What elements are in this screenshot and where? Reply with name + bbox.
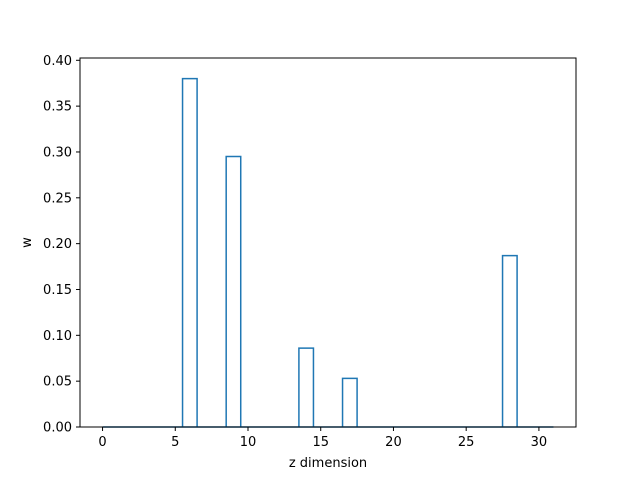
y-tick-label: 0.15 [43,283,72,298]
y-tick-label: 0.35 [43,100,72,115]
x-tick-label: 15 [312,435,329,450]
bar-14 [298,347,315,427]
y-tick-label: 0.40 [43,54,72,69]
x-tick-label: 0 [98,435,106,450]
y-tick-label: 0.05 [43,375,72,390]
y-tick-label: 0.00 [43,421,72,436]
x-tick-label: 5 [171,435,179,450]
x-axis-label: z dimension [289,456,367,471]
axes-frame [79,57,577,428]
y-tick-label: 0.30 [43,145,72,160]
axes: 0 5 10 15 20 25 30 0.00 0.05 0.10 0.15 0.20 0.25 0.30… [43,54,577,450]
bar-17 [341,377,358,427]
x-tick-label: 20 [385,435,402,450]
x-tick-label: 25 [458,435,475,450]
y-tick-label: 0.20 [43,237,72,252]
y-tick-label: 0.10 [43,329,72,344]
x-tick-label: 10 [240,435,257,450]
bar-9 [225,155,242,427]
y-tick-label: 0.25 [43,191,72,206]
bar-6 [181,77,198,427]
x-tick-label: 30 [531,435,548,450]
bar-28 [501,254,518,427]
y-axis-label: w [20,237,35,248]
